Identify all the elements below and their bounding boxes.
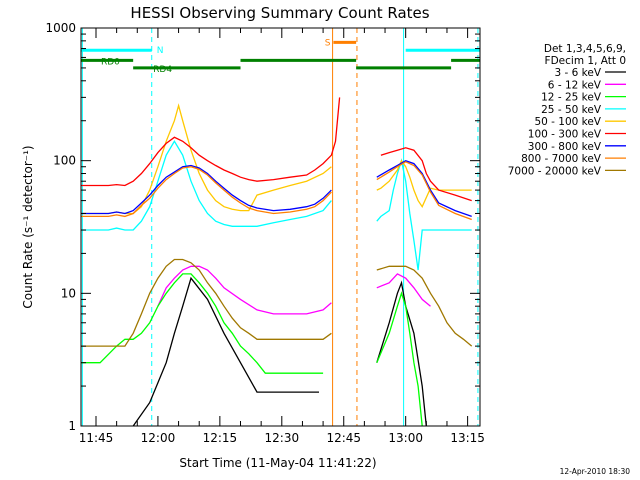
series-line-7 — [81, 161, 472, 221]
y-tick-label-2: 100 — [53, 154, 76, 168]
series-line-0 — [132, 276, 427, 427]
x-tick-label-4: 12:45 — [326, 431, 361, 445]
annotation-label-rd4: RD4 — [153, 65, 172, 75]
legend-entry-8: 7000 - 20000 keV — [508, 165, 602, 177]
legend-entry-7: 800 - 7000 keV — [521, 153, 602, 165]
series-line-5 — [81, 97, 472, 202]
y-tick-label-0: 1 — [68, 419, 76, 433]
x-tick-label-0: 11:45 — [79, 431, 114, 445]
y-tick-label-3: 1000 — [45, 21, 76, 35]
series-line-2 — [81, 273, 423, 427]
x-tick-label-6: 13:15 — [450, 431, 485, 445]
annotation-label-n: N — [157, 46, 164, 56]
x-axis-label: Start Time (11-May-04 11:41:22) — [179, 456, 376, 470]
y-tick-label-1: 10 — [61, 286, 76, 300]
chart-title: HESSI Observing Summary Count Rates — [130, 4, 429, 22]
annotation-label-rd0: RD0 — [101, 57, 120, 67]
legend-entry-3: 25 - 50 keV — [541, 104, 602, 116]
plot-frame — [80, 27, 481, 427]
plot-area: N RD0 RD4 S — [81, 28, 480, 427]
legend-entry-2: 12 - 25 keV — [541, 92, 602, 104]
legend-header-0: Det 1,3,4,5,6,9, — [544, 43, 626, 55]
legend-entry-6: 300 - 800 keV — [528, 141, 602, 153]
legend-entry-5: 100 - 300 keV — [528, 129, 602, 141]
legend-entry-1: 6 - 12 keV — [548, 79, 602, 91]
x-tick-label-1: 12:00 — [141, 431, 176, 445]
series-line-6 — [81, 159, 472, 218]
x-tick-label-2: 12:15 — [203, 431, 238, 445]
axes: 11:45 12:00 12:15 12:30 12:45 13:00 13:15 1 10 10… — [45, 21, 484, 445]
series-line-4 — [81, 103, 472, 215]
x-tick-label-5: 13:00 — [388, 431, 423, 445]
annotation-label-s: S — [325, 38, 331, 48]
legend-entry-0: 3 - 6 keV — [554, 67, 601, 79]
x-tick-label-3: 12:30 — [265, 431, 300, 445]
y-axis-label: Count Rate (s⁻¹ detector⁻¹) — [21, 145, 35, 308]
series-line-3 — [81, 140, 472, 271]
series-line-8 — [81, 258, 473, 347]
series-line-1 — [157, 265, 431, 315]
legend-header-1: FDecim 1, Att 0 — [545, 55, 626, 67]
legend: Det 1,3,4,5,6,9,FDecim 1, Att 03 - 6 keV… — [508, 43, 626, 177]
footer-date: 12-Apr-2010 18:30 — [560, 467, 631, 476]
legend-entry-4: 50 - 100 keV — [534, 116, 601, 128]
